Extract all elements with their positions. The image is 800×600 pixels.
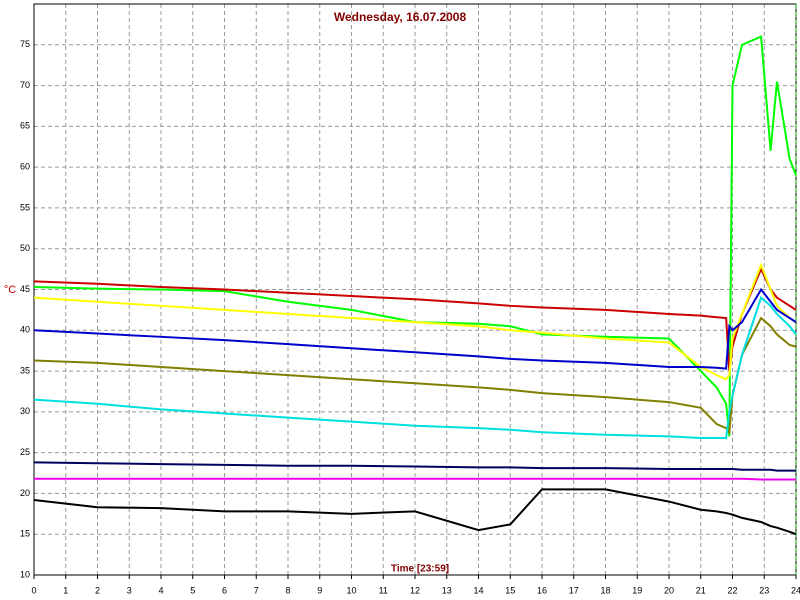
y-tick-label: 40 bbox=[20, 325, 30, 335]
chart-title: Wednesday, 16.07.2008 bbox=[334, 10, 467, 24]
x-tick-label: 6 bbox=[222, 585, 227, 595]
y-tick-label: 70 bbox=[20, 80, 30, 90]
x-tick-label: 19 bbox=[632, 585, 642, 595]
y-tick-label: 65 bbox=[20, 121, 30, 131]
x-tick-label: 16 bbox=[537, 585, 547, 595]
x-tick-label: 21 bbox=[696, 585, 706, 595]
y-tick-label: 60 bbox=[20, 162, 30, 172]
x-tick-label: 3 bbox=[127, 585, 132, 595]
x-tick-label: 13 bbox=[442, 585, 452, 595]
series-line bbox=[34, 477, 796, 481]
y-axis-label: °C bbox=[4, 284, 16, 296]
series-line bbox=[33, 488, 797, 536]
x-tick-label: 11 bbox=[379, 585, 388, 595]
x-tick-label: 1 bbox=[63, 585, 68, 595]
y-tick-label: 30 bbox=[20, 406, 30, 416]
x-axis-label: Time [23:59] bbox=[391, 564, 449, 575]
y-tick-label: 75 bbox=[20, 39, 30, 49]
y-tick-label: 35 bbox=[20, 365, 30, 375]
x-tick-label: 23 bbox=[759, 585, 769, 595]
x-tick-label: 22 bbox=[727, 585, 737, 595]
y-tick-label: 45 bbox=[20, 284, 30, 294]
x-tick-label: 2 bbox=[95, 585, 100, 595]
x-tick-label: 12 bbox=[410, 585, 420, 595]
x-tick-label: 20 bbox=[664, 585, 674, 595]
x-tick-label: 0 bbox=[31, 585, 36, 595]
x-tick-label: 14 bbox=[473, 585, 483, 595]
y-tick-label: 10 bbox=[20, 569, 30, 579]
x-tick-label: 7 bbox=[254, 585, 259, 595]
x-tick-label: 5 bbox=[190, 585, 195, 595]
series-line bbox=[33, 287, 797, 370]
series-line bbox=[33, 262, 797, 381]
y-tick-label: 20 bbox=[20, 488, 30, 498]
y-tick-label: 25 bbox=[20, 447, 30, 457]
x-tick-label: 24 bbox=[791, 585, 800, 595]
series-line bbox=[33, 295, 797, 439]
x-tick-label: 4 bbox=[158, 585, 163, 595]
x-tick-label: 17 bbox=[569, 585, 579, 595]
y-tick-label: 55 bbox=[20, 202, 30, 212]
series-line bbox=[33, 461, 796, 472]
x-tick-label: 18 bbox=[600, 585, 610, 595]
x-tick-label: 9 bbox=[317, 585, 322, 595]
y-tick-label: 15 bbox=[20, 529, 30, 539]
x-tick-label: 15 bbox=[505, 585, 515, 595]
series-line bbox=[33, 316, 797, 435]
series-line bbox=[33, 35, 797, 437]
y-tick-label: 50 bbox=[20, 243, 30, 253]
x-tick-label: 8 bbox=[285, 585, 290, 595]
x-tick-label: 10 bbox=[346, 585, 356, 595]
